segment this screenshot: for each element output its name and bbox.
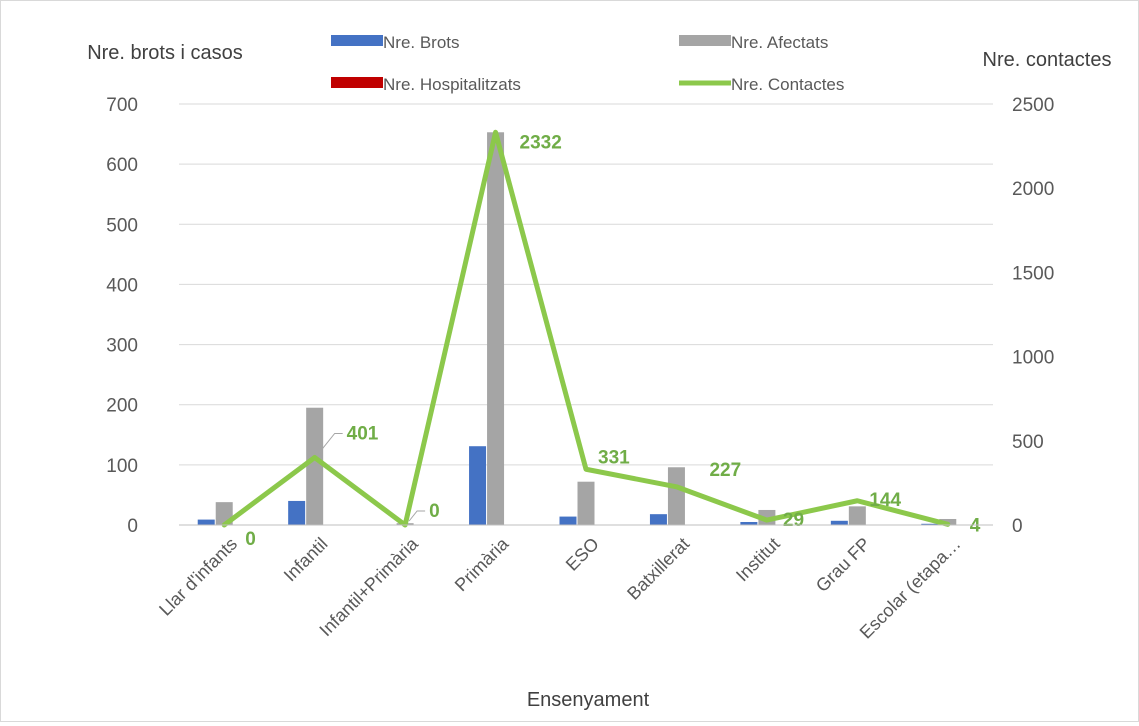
x-tick-label: Batxillerat bbox=[623, 534, 693, 604]
left-axis-title: Nre. brots i casos bbox=[87, 42, 243, 64]
bar-nre-afectats bbox=[306, 407, 324, 525]
x-tick-label: Llar d'infants bbox=[155, 534, 241, 620]
right-axis-title: Nre. contactes bbox=[983, 49, 1112, 71]
x-tick-label: Infantil bbox=[280, 534, 332, 586]
label-leader-line bbox=[408, 510, 426, 522]
y2-tick-label: 2000 bbox=[1012, 179, 1054, 200]
label-leader-line bbox=[318, 432, 343, 454]
y-tick-label: 200 bbox=[106, 396, 138, 417]
legend-label: Nre. Contactes bbox=[731, 75, 844, 94]
y2-tick-label: 1500 bbox=[1012, 263, 1054, 284]
bar-nre-brots bbox=[197, 519, 215, 525]
bar-nre-brots bbox=[288, 500, 306, 525]
line-data-label: 227 bbox=[709, 460, 741, 481]
line-data-label: 0 bbox=[245, 529, 256, 550]
bar-nre-brots bbox=[921, 523, 939, 525]
y-tick-label: 400 bbox=[106, 275, 138, 296]
bar-nre-afectats bbox=[577, 481, 595, 525]
bar-nre-afectats bbox=[667, 467, 685, 525]
x-axis-title: Ensenyament bbox=[527, 689, 650, 711]
x-tick-label: Grau FP bbox=[812, 534, 874, 596]
legend-swatch bbox=[679, 35, 731, 46]
line-group: 0 401 0 2332 331 227 29 144 4 bbox=[221, 129, 981, 550]
line-data-label: 29 bbox=[783, 510, 804, 531]
y-tick-label: 300 bbox=[106, 336, 138, 357]
legend-swatch bbox=[331, 77, 383, 88]
y-tick-label: 500 bbox=[106, 215, 138, 236]
bar-nre-brots bbox=[740, 521, 758, 525]
bar-nre-brots bbox=[469, 446, 487, 525]
line-data-label: 0 bbox=[429, 501, 440, 522]
bar-nre-brots bbox=[830, 520, 848, 525]
line-data-label: 144 bbox=[869, 490, 901, 511]
line-data-label: 4 bbox=[970, 515, 981, 536]
bar-nre-afectats bbox=[848, 506, 866, 525]
legend-label: Nre. Brots bbox=[383, 33, 460, 52]
bar-nre-brots bbox=[559, 516, 577, 525]
line-data-label: 401 bbox=[347, 423, 379, 444]
y2-tick-label: 1000 bbox=[1012, 348, 1054, 369]
legend: Nre. Brots Nre. Afectats Nre. Hospitalitza… bbox=[331, 33, 844, 94]
x-tick-label: Infantil+Primària bbox=[315, 533, 422, 640]
x-tick-label: Primària bbox=[451, 533, 513, 595]
line-data-label: 2332 bbox=[520, 132, 562, 153]
y-tick-label: 600 bbox=[106, 155, 138, 176]
line-contactes bbox=[221, 129, 951, 528]
legend-label: Nre. Hospitalitzats bbox=[383, 75, 521, 94]
legend-label: Nre. Afectats bbox=[731, 33, 828, 52]
x-tick-label: Institut bbox=[732, 534, 784, 586]
y-tick-label: 100 bbox=[106, 456, 138, 477]
legend-swatch bbox=[331, 35, 383, 46]
bar-nre-brots bbox=[649, 514, 667, 525]
right-axis: 0 500 1000 1500 2000 2500 bbox=[1012, 95, 1054, 537]
y-tick-label: 700 bbox=[106, 95, 138, 116]
line-data-label: 331 bbox=[598, 447, 630, 468]
y2-tick-label: 0 bbox=[1012, 516, 1023, 537]
y-tick-label: 0 bbox=[127, 516, 138, 537]
bar-nre-afectats bbox=[487, 132, 505, 525]
left-axis: 0 100 200 300 400 500 600 700 bbox=[106, 95, 138, 537]
y2-tick-label: 500 bbox=[1012, 432, 1044, 453]
x-tick-label: ESO bbox=[562, 534, 603, 575]
bars-group bbox=[197, 132, 957, 525]
y2-tick-label: 2500 bbox=[1012, 95, 1054, 116]
x-tick-label: Escolar (etapa… bbox=[856, 534, 965, 643]
